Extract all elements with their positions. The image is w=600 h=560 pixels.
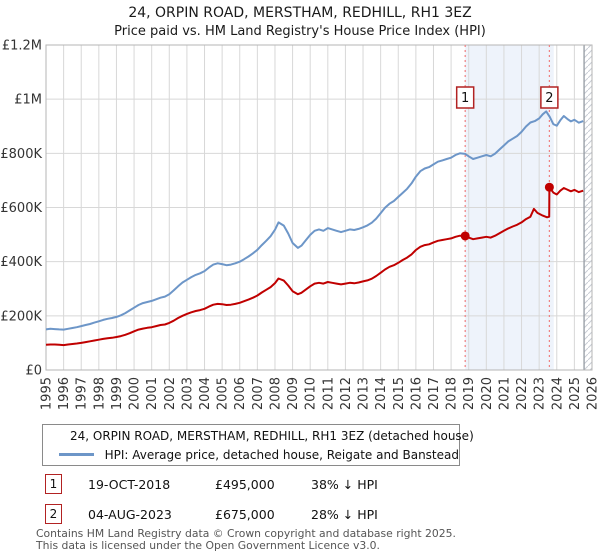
x-axis-tick-label: 2017: [427, 377, 442, 410]
x-axis-tick-label: 2013: [357, 377, 372, 410]
sale-1-hpi-diff: 38% ↓ HPI: [311, 477, 378, 492]
sale-1-date: 19-OCT-2018: [88, 477, 171, 492]
x-axis-tick-label: 2006: [233, 377, 248, 410]
price-paid-series-line: [45, 186, 584, 347]
x-axis-tick-label: 2001: [145, 377, 160, 410]
x-axis-tick-label: 2005: [216, 377, 231, 410]
hpi-series-line: [45, 110, 584, 331]
x-axis-tick-label: 1997: [75, 377, 90, 410]
x-axis-tick-label: 2009: [286, 377, 301, 410]
sale-point-dot: [460, 231, 470, 241]
y-axis-tick-label: £200K: [0, 309, 42, 324]
x-axis-tick-label: 2011: [321, 377, 336, 410]
sale-row-1: 1 19-OCT-2018 £495,000 38% ↓ HPI: [0, 474, 600, 496]
x-axis-tick-label: 1996: [57, 377, 72, 410]
x-axis-tick-label: 2010: [304, 377, 319, 410]
x-axis-tick-label: 2022: [515, 377, 530, 410]
legend-item-price-paid: 24, ORPIN ROAD, MERSTHAM, REDHILL, RH1 3…: [43, 428, 474, 444]
y-axis-tick-label: £1.2M: [2, 39, 42, 54]
x-axis-tick-label: 2008: [268, 377, 283, 410]
hpi-line-swatch: [59, 453, 94, 456]
plot-border: [45, 44, 593, 371]
x-axis-tick-label: 1999: [110, 377, 125, 410]
x-axis-tick-label: 1998: [92, 377, 107, 410]
license-footer: Contains HM Land Registry data © Crown c…: [36, 528, 456, 551]
legend-item-hpi: HPI: Average price, detached house, Reig…: [43, 447, 459, 463]
sale-1-marker-badge: 1: [45, 474, 62, 494]
license-footer-line2: This data is licensed under the Open Gov…: [36, 538, 380, 552]
y-axis-tick-label: £400K: [0, 255, 42, 270]
license-footer-line1: Contains HM Land Registry data © Crown c…: [36, 527, 456, 540]
page-title: 24, ORPIN ROAD, MERSTHAM, REDHILL, RH1 3…: [128, 5, 472, 21]
x-axis-tick-label: 2004: [198, 377, 213, 410]
x-axis-tick-label: 2014: [374, 377, 389, 410]
sale-row-2: 2 04-AUG-2023 £675,000 28% ↓ HPI: [0, 504, 600, 526]
x-axis-tick-label: 2002: [163, 377, 178, 410]
title-block: 24, ORPIN ROAD, MERSTHAM, REDHILL, RH1 3…: [0, 5, 600, 40]
x-axis-tick-label: 2015: [392, 377, 407, 410]
sale-point-dot: [544, 182, 554, 192]
page-subtitle: Price paid vs. HM Land Registry's House …: [114, 24, 486, 39]
x-axis-tick-label: 2021: [497, 377, 512, 410]
y-axis-tick-label: £600K: [0, 201, 42, 216]
chart-legend: 24, ORPIN ROAD, MERSTHAM, REDHILL, RH1 3…: [42, 424, 474, 466]
sale-marker-box: [540, 86, 559, 109]
price-history-chart: 1 2 £0 £200K £400K £600K £800K £1M £1.2M 1995 1996…: [0, 39, 600, 411]
x-axis-tick-label: 2026: [586, 377, 600, 410]
sale-2-date: 04-AUG-2023: [88, 507, 172, 522]
x-axis-tick-label: 2025: [568, 377, 583, 410]
x-axis-tick-label: 2000: [128, 377, 143, 410]
x-axis-tick-label: 1995: [40, 377, 55, 410]
y-axis-tick-label: £800K: [0, 147, 42, 162]
x-axis-tick-label: 2019: [462, 377, 477, 410]
x-axis-tick-label: 2003: [180, 377, 195, 410]
future-hatch: [584, 45, 592, 370]
sale-1-price: £495,000: [215, 477, 275, 492]
sale-2-marker-badge: 2: [45, 504, 62, 524]
x-axis-tick-label: 2012: [339, 377, 354, 410]
y-axis-tick-label: £1M: [14, 93, 42, 108]
x-axis-tick-label: 2020: [480, 377, 495, 410]
sale-marker-number: 1: [461, 91, 469, 106]
y-axis-tick-label: £0: [25, 364, 42, 379]
x-axis-tick-label: 2023: [533, 377, 548, 410]
x-axis-tick-label: 2024: [550, 377, 565, 410]
legend-label-hpi: HPI: Average price, detached house, Reig…: [104, 447, 459, 462]
x-axis-tick-label: 2016: [409, 377, 424, 410]
sale-marker-box: [455, 86, 475, 109]
legend-label-price-paid: 24, ORPIN ROAD, MERSTHAM, REDHILL, RH1 3…: [70, 428, 474, 443]
sale-2-hpi-diff: 28% ↓ HPI: [311, 507, 378, 522]
sale-2-price: £675,000: [215, 507, 275, 522]
x-axis-tick-label: 2007: [251, 377, 266, 410]
sale-marker-number: 2: [545, 91, 553, 106]
x-axis-tick-label: 2018: [445, 377, 460, 410]
